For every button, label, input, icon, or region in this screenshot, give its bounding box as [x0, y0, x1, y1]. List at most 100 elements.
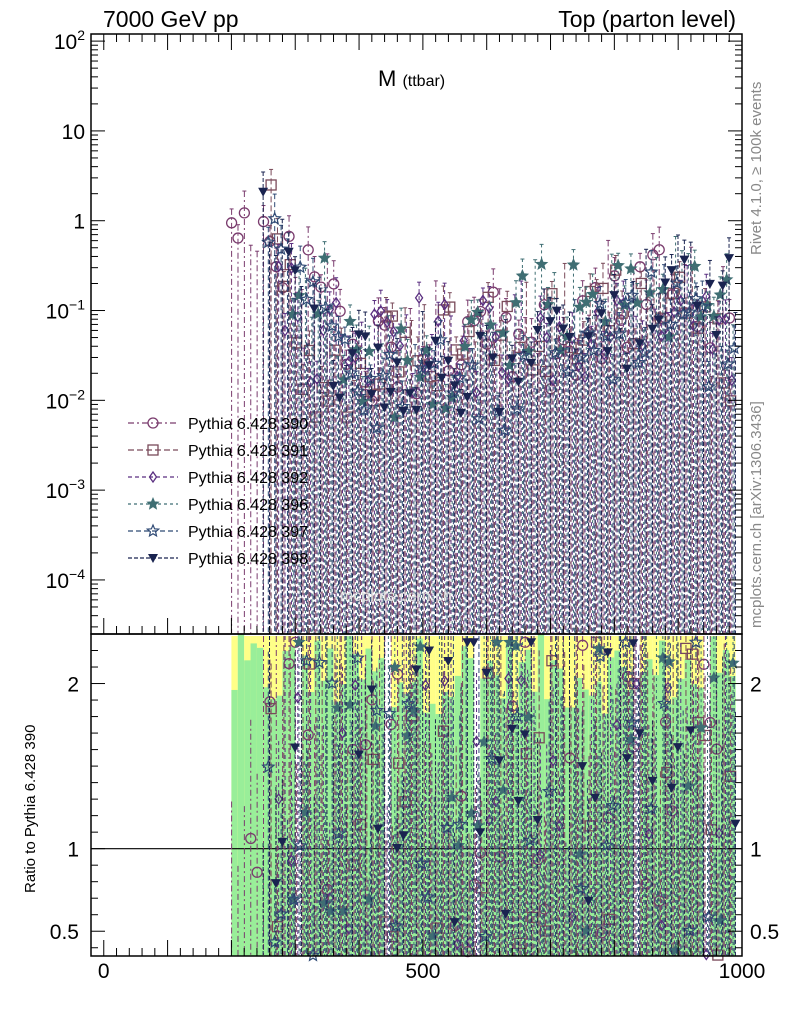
data-point: [507, 354, 518, 364]
data-point: [534, 257, 549, 270]
legend-item: Pythia 6.428 396: [128, 496, 308, 514]
ratio-point: [707, 670, 721, 684]
data-point: [643, 285, 657, 299]
green-band-bin: [339, 684, 347, 956]
x-axis: 0 500 1000: [98, 34, 765, 983]
ratio-point: [624, 714, 640, 729]
data-point: [602, 347, 613, 357]
data-point: [593, 296, 608, 310]
plot-title: M (ttbar): [378, 66, 445, 92]
legend-marker: [148, 554, 158, 563]
data-point: [265, 179, 277, 191]
data-point: [436, 373, 447, 383]
data-point: [283, 247, 294, 257]
green-band-bin: [512, 713, 519, 956]
green-band-bin: [525, 649, 532, 956]
data-point: [392, 358, 403, 368]
data-point: [309, 304, 320, 314]
ratio-y-tick-label-left: 1: [67, 839, 79, 862]
ratio-point: [490, 635, 504, 648]
ratio-point: [688, 634, 704, 649]
ratio-point: [685, 726, 696, 736]
data-point: [411, 405, 422, 415]
ratio-point: [299, 653, 314, 667]
green-band-bin: [416, 638, 423, 956]
green-band-bin: [333, 701, 340, 956]
data-point: [464, 312, 479, 326]
ratio-point: [634, 729, 645, 739]
ratio-point: [475, 828, 486, 838]
legend-label: Pythia 6.428 397: [188, 524, 308, 541]
data-point: [317, 250, 332, 264]
data-point: [637, 345, 653, 360]
ratio-point: [398, 831, 409, 841]
data-point: [299, 291, 314, 306]
data-point: [542, 331, 552, 344]
data-point: [471, 411, 487, 425]
green-band-bin: [435, 714, 443, 956]
green-band-bin: [531, 691, 538, 956]
ratio-point: [451, 838, 466, 852]
green-band-bin: [576, 678, 583, 956]
legend-item: Pythia 6.428 391: [128, 443, 308, 460]
legend-item: Pythia 6.428 390: [128, 416, 308, 433]
plot-title-main: M: [378, 66, 397, 91]
green-band-bin: [486, 661, 494, 956]
data-point: [443, 356, 454, 366]
data-point: [292, 259, 308, 274]
data-point: [711, 331, 722, 341]
ratio-point: [500, 909, 511, 919]
data-point: [634, 339, 645, 349]
ratio-point: [468, 638, 479, 648]
data-point: [573, 349, 589, 364]
data-point: [452, 370, 467, 384]
ratio-point: [462, 638, 473, 648]
ratio-point: [251, 866, 263, 878]
data-point: [624, 261, 638, 275]
legend-marker: [147, 444, 159, 456]
data-point: [660, 278, 671, 288]
y-tick-label: 10−2: [46, 386, 86, 413]
green-band-bin: [722, 650, 730, 956]
green-band-bin: [659, 640, 666, 956]
data-point: [618, 295, 633, 309]
watermark: mcplots.cern.ch: [340, 588, 453, 605]
data-point: [558, 324, 569, 334]
data-point: [717, 281, 728, 291]
green-band-bin: [550, 660, 557, 956]
ratio-point: [712, 949, 724, 961]
ratio-point: [350, 650, 365, 665]
data-point: [450, 344, 462, 356]
data-point: [487, 353, 498, 363]
green-band-bin: [442, 691, 449, 956]
ratio-point: [502, 635, 517, 648]
data-point: [566, 257, 581, 271]
data-point: [609, 291, 620, 301]
ratio-y-tick-label-left: 0.5: [50, 921, 79, 944]
x-tick-label: 1000: [719, 960, 766, 983]
ratio-point: [509, 708, 525, 723]
ratio-point: [602, 648, 613, 658]
green-band-bin: [563, 707, 570, 956]
data-point: [398, 406, 409, 416]
green-band-bin: [537, 634, 545, 956]
green-band-bin: [429, 703, 436, 956]
data-point: [414, 291, 424, 305]
ratio-point: [644, 827, 654, 841]
data-point: [643, 264, 659, 279]
ratio-point: [392, 844, 403, 854]
data-point: [494, 407, 505, 417]
ratio-point: [730, 819, 741, 829]
green-band-bin: [231, 689, 238, 956]
green-band-bin: [422, 712, 430, 956]
y-tick-label: 1: [73, 211, 85, 234]
data-point: [475, 331, 486, 341]
data-point: [343, 314, 357, 328]
data-point: [551, 306, 562, 316]
data-point: [290, 266, 301, 276]
ratio-point: [672, 743, 683, 753]
ratio-point: [628, 639, 639, 649]
data-point: [344, 365, 359, 380]
green-band-bin: [237, 634, 245, 956]
green-band-bin: [595, 681, 602, 956]
